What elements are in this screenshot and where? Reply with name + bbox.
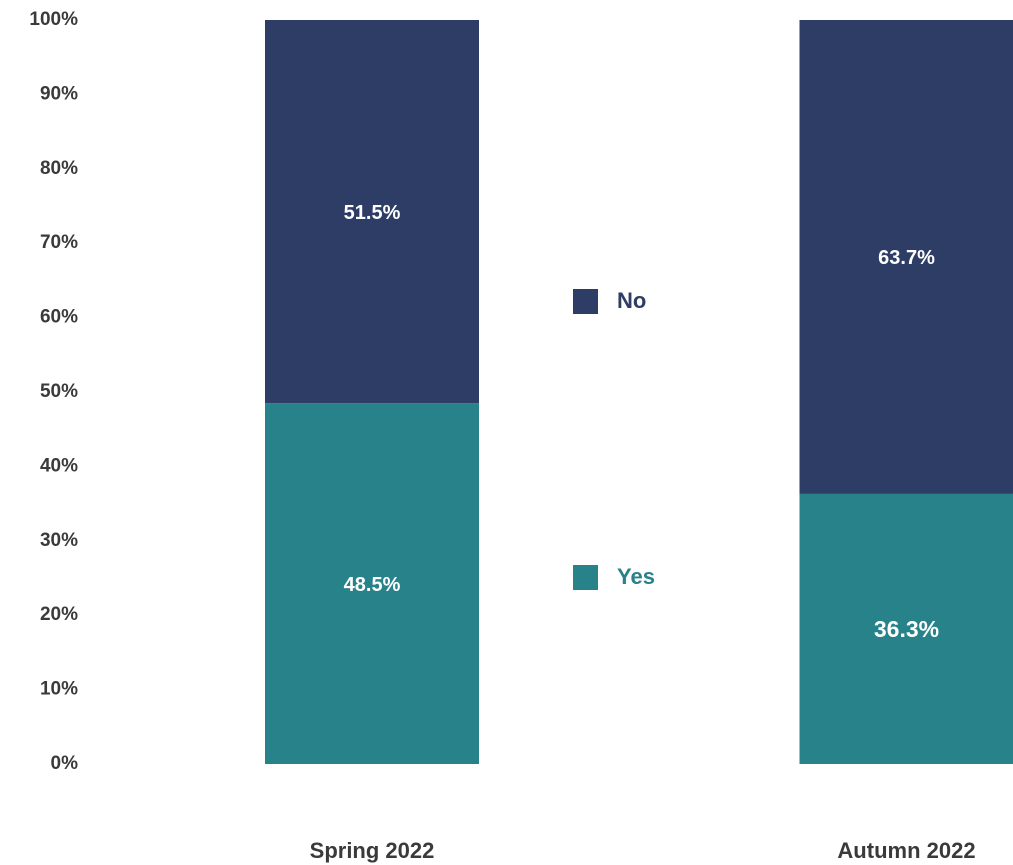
y-tick-label: 70% <box>40 232 78 253</box>
y-tick-label: 40% <box>40 455 78 476</box>
y-tick-label: 10% <box>40 679 78 700</box>
legend-swatch <box>573 289 598 314</box>
x-tick-label: Autumn 2022 <box>837 838 975 863</box>
value-label: 36.3% <box>874 616 939 642</box>
value-label: 48.5% <box>344 574 401 596</box>
y-tick-label: 90% <box>40 83 78 104</box>
bar-segment <box>799 493 1013 764</box>
legend-item: Yes <box>573 564 655 590</box>
legend-swatch <box>573 565 598 590</box>
y-tick-label: 80% <box>40 158 78 179</box>
x-tick-label: Spring 2022 <box>310 838 435 863</box>
bar-segment <box>265 403 479 764</box>
value-label: 51.5% <box>344 202 401 224</box>
value-label: 63.7% <box>878 247 935 269</box>
y-tick-label: 30% <box>40 530 78 551</box>
y-tick-label: 50% <box>40 381 78 402</box>
legend-label: Yes <box>617 564 655 589</box>
y-tick-label: 0% <box>51 753 79 774</box>
legend-item: No <box>573 288 646 314</box>
bar-segment <box>799 20 1013 494</box>
y-tick-label: 20% <box>40 604 78 625</box>
bar-segment <box>265 20 479 404</box>
y-tick-label: 100% <box>29 9 78 30</box>
legend-label: No <box>617 288 646 313</box>
y-tick-label: 60% <box>40 307 78 328</box>
